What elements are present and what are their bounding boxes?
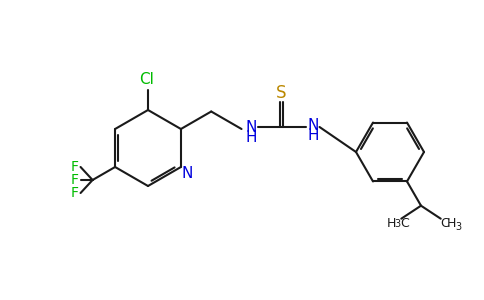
Text: Cl: Cl <box>139 73 154 88</box>
Text: F: F <box>71 186 78 200</box>
Text: H: H <box>387 217 396 230</box>
Text: N: N <box>308 118 319 133</box>
Text: H: H <box>308 128 319 142</box>
Text: S: S <box>276 84 287 102</box>
Text: H: H <box>447 217 456 230</box>
Text: H: H <box>246 130 257 145</box>
Text: N: N <box>246 119 257 134</box>
Text: 3: 3 <box>455 222 462 232</box>
Text: 3: 3 <box>394 219 400 229</box>
Text: C: C <box>400 217 408 230</box>
Text: C: C <box>440 217 449 230</box>
Text: N: N <box>181 166 193 181</box>
Text: F: F <box>71 160 78 174</box>
Text: F: F <box>71 173 78 187</box>
